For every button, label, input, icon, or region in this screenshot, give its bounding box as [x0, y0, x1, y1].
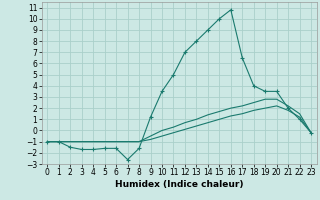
X-axis label: Humidex (Indice chaleur): Humidex (Indice chaleur) — [115, 180, 244, 189]
